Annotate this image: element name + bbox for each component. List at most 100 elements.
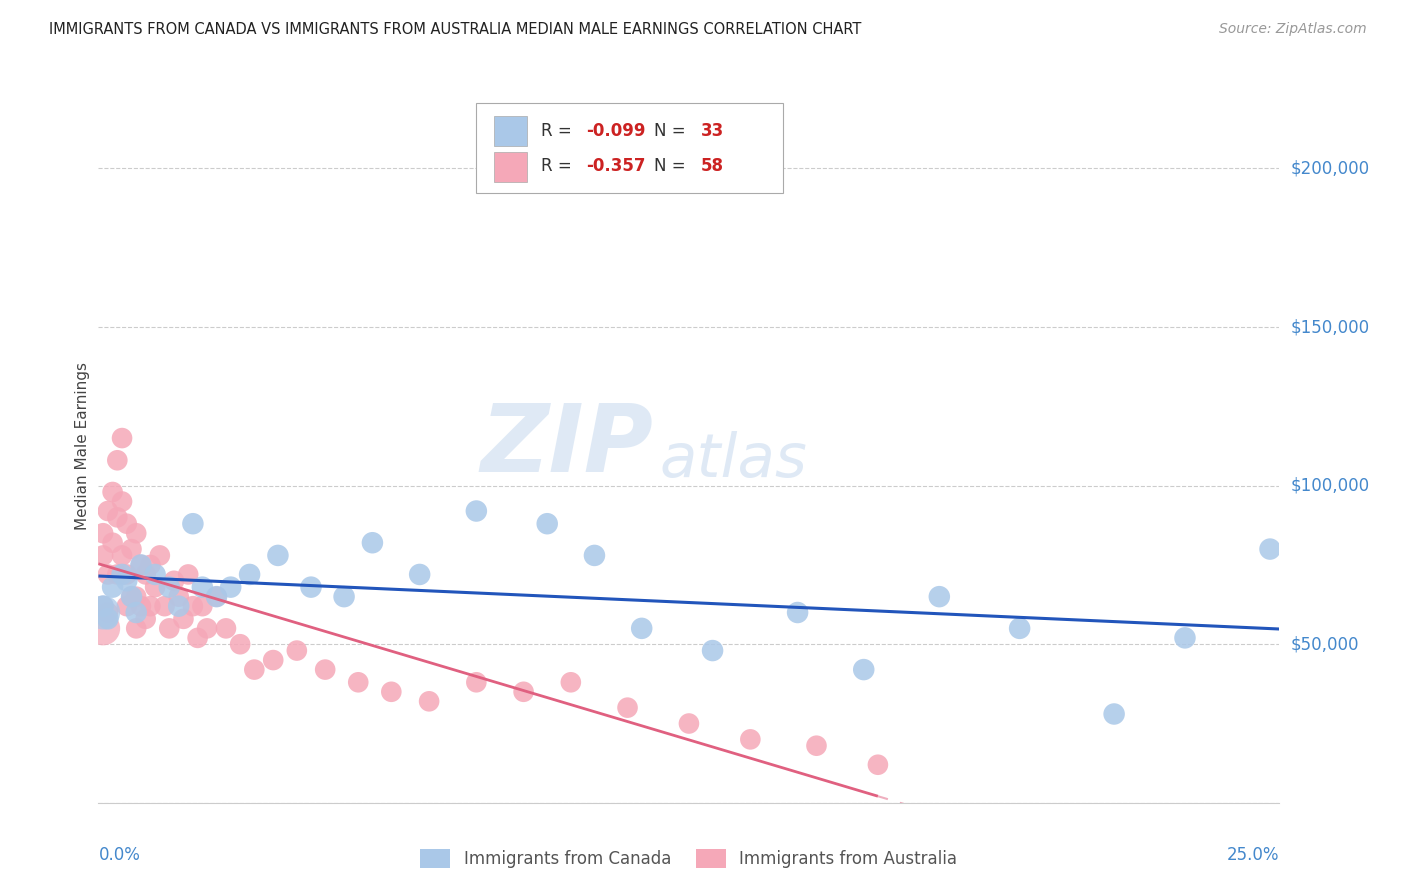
Point: [229, 637, 252, 651]
Point: [91, 621, 114, 635]
FancyBboxPatch shape: [494, 116, 527, 146]
Point: [215, 621, 238, 635]
Point: [115, 599, 138, 614]
Point: [143, 580, 166, 594]
Text: ZIP: ZIP: [481, 400, 654, 492]
Point: [97, 504, 120, 518]
Point: [852, 663, 875, 677]
Point: [1258, 542, 1281, 557]
Point: [1102, 706, 1125, 721]
Point: [418, 694, 440, 708]
Point: [167, 590, 190, 604]
Point: [105, 567, 128, 582]
Point: [361, 535, 384, 549]
Point: [129, 599, 152, 614]
Y-axis label: Median Male Earnings: Median Male Earnings: [75, 362, 90, 530]
Point: [101, 535, 124, 549]
Point: [111, 567, 134, 582]
Point: [101, 485, 124, 500]
Point: [97, 606, 120, 620]
Point: [347, 675, 370, 690]
Point: [678, 716, 700, 731]
Text: 0.0%: 0.0%: [98, 846, 141, 863]
Point: [149, 549, 172, 563]
FancyBboxPatch shape: [477, 103, 783, 193]
Point: [181, 516, 204, 531]
Point: [740, 732, 762, 747]
FancyBboxPatch shape: [494, 152, 527, 182]
Point: [536, 516, 558, 531]
Point: [91, 599, 114, 614]
Text: R =: R =: [541, 157, 578, 175]
Text: R =: R =: [541, 121, 578, 139]
Text: $150,000: $150,000: [1291, 318, 1369, 336]
Point: [630, 621, 652, 635]
Point: [121, 542, 143, 557]
Point: [408, 567, 430, 582]
Point: [125, 590, 148, 604]
Point: [105, 510, 128, 524]
Point: [139, 599, 162, 614]
Point: [153, 599, 176, 614]
Point: [167, 599, 190, 614]
Point: [866, 757, 889, 772]
Point: [187, 631, 209, 645]
Text: $100,000: $100,000: [1291, 476, 1369, 495]
Point: [115, 567, 138, 582]
Point: [125, 526, 148, 541]
Point: [177, 567, 200, 582]
Point: [191, 599, 214, 614]
Text: -0.099: -0.099: [586, 121, 645, 139]
Point: [262, 653, 284, 667]
Point: [101, 580, 124, 594]
Text: N =: N =: [654, 157, 690, 175]
Point: [121, 590, 143, 604]
Text: -0.357: -0.357: [586, 157, 645, 175]
Point: [115, 574, 138, 588]
Point: [219, 580, 242, 594]
Text: 33: 33: [700, 121, 724, 139]
Point: [97, 567, 120, 582]
Point: [928, 590, 950, 604]
Point: [157, 580, 180, 594]
Point: [1174, 631, 1197, 645]
Text: N =: N =: [654, 121, 690, 139]
Point: [1008, 621, 1031, 635]
Point: [91, 549, 114, 563]
Point: [172, 612, 194, 626]
Point: [181, 599, 204, 614]
Point: [285, 643, 308, 657]
Point: [111, 549, 134, 563]
Text: 25.0%: 25.0%: [1227, 846, 1279, 863]
Point: [135, 612, 157, 626]
Point: [105, 453, 128, 467]
Point: [512, 685, 534, 699]
Point: [129, 558, 152, 572]
Text: Source: ZipAtlas.com: Source: ZipAtlas.com: [1219, 22, 1367, 37]
Point: [616, 700, 638, 714]
Point: [129, 558, 152, 572]
Point: [299, 580, 322, 594]
Point: [111, 494, 134, 508]
Point: [125, 606, 148, 620]
Point: [465, 504, 488, 518]
Point: [125, 621, 148, 635]
Point: [157, 621, 180, 635]
Text: $200,000: $200,000: [1291, 160, 1369, 178]
Point: [465, 675, 488, 690]
Point: [91, 526, 114, 541]
Point: [115, 516, 138, 531]
Text: atlas: atlas: [659, 431, 807, 490]
Point: [135, 567, 157, 582]
Point: [143, 567, 166, 582]
Point: [111, 431, 134, 445]
Point: [163, 574, 186, 588]
Point: [97, 612, 120, 626]
Legend: Immigrants from Canada, Immigrants from Australia: Immigrants from Canada, Immigrants from …: [413, 843, 965, 875]
Point: [380, 685, 402, 699]
Text: $50,000: $50,000: [1291, 635, 1360, 653]
Point: [314, 663, 336, 677]
Point: [205, 590, 228, 604]
Point: [786, 606, 808, 620]
Text: IMMIGRANTS FROM CANADA VS IMMIGRANTS FROM AUSTRALIA MEDIAN MALE EARNINGS CORRELA: IMMIGRANTS FROM CANADA VS IMMIGRANTS FRO…: [49, 22, 862, 37]
